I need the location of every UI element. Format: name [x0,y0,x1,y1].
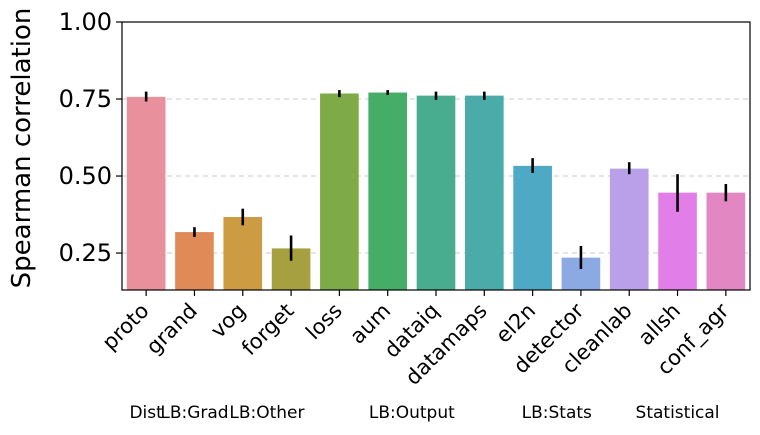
y-axis-ticks: 0.25 0.50 0.75 1.00 [59,8,122,267]
bar-datamaps [464,95,504,290]
group-label: LB:Output [369,403,455,423]
bar-el2n [513,165,552,290]
bars [126,92,746,291]
group-label: Statistical [636,403,720,423]
bar-aum [368,92,408,290]
y-axis-label: Spearman correlation [7,8,37,289]
bar-cleanlab [609,168,649,290]
y-tick-label: 1.00 [59,8,112,36]
error-bars [144,90,728,270]
bar-conf_agr [706,192,746,290]
x-tick-label-loss: loss [301,299,347,345]
y-tick-label: 0.50 [59,162,112,190]
y-tick-label: 0.75 [59,85,112,113]
y-tick-label: 0.25 [59,239,112,267]
bar-dataiq [416,95,456,290]
x-tick-label-grand: grand [142,299,202,359]
bar-proto [126,96,166,291]
x-tick-label-forget: forget [237,299,299,361]
bar-vog [223,216,263,290]
bar-loss [320,93,359,290]
bar-grand [175,232,214,290]
group-label: LB:Grad [160,403,228,423]
group-label: Dist [129,403,163,423]
group-label: LB:Stats [522,403,592,423]
group-label: LB:Other [229,403,304,423]
